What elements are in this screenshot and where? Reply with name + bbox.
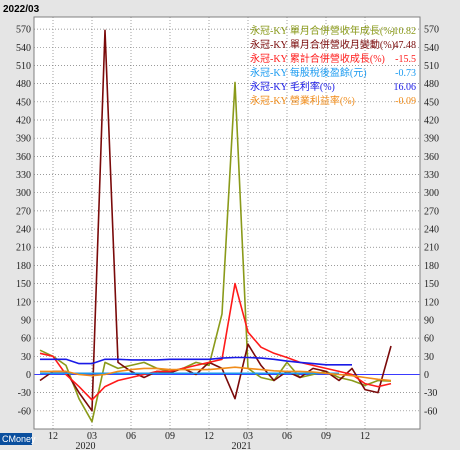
plot-frame — [33, 16, 421, 430]
y-tick-label-right: 210 — [424, 243, 439, 254]
legend-entry-name: 永冠-KY 累計合併營收成長(%) — [250, 52, 385, 65]
y-tick-label-left: 30 — [21, 352, 31, 363]
legend-entry-name: 永冠-KY 營業利益率(%) — [250, 94, 355, 107]
y-tick-label-right: 300 — [424, 188, 439, 199]
legend-entry-name: 永冠-KY 毛利率(%) — [250, 80, 335, 93]
watermark: CMoney — [2, 434, 36, 444]
y-tick-label-right: 270 — [424, 206, 439, 217]
y-tick-label-left: 480 — [16, 79, 31, 90]
date-label: 2022/03 — [3, 4, 40, 15]
y-tick-label-left: 0 — [26, 370, 31, 381]
x-tick-label: 09 — [321, 431, 331, 442]
y-tick-label-left: 540 — [16, 43, 31, 54]
series-line-3 — [39, 282, 392, 401]
y-tick-label-left: 450 — [16, 97, 31, 108]
y-tick-label-right: 90 — [424, 315, 434, 326]
y-tick-label-right: 390 — [424, 134, 439, 145]
y-tick-label-left: 240 — [16, 225, 31, 236]
x-tick-label: 03 — [243, 431, 253, 442]
y-tick-label-left: 300 — [16, 188, 31, 199]
y-tick-label-left: 510 — [16, 61, 31, 72]
y-tick-label-left: 360 — [16, 152, 31, 163]
y-tick-label-right: 240 — [424, 225, 439, 236]
y-tick-label-left: 60 — [21, 334, 31, 345]
y-tick-label-right: 450 — [424, 97, 439, 108]
y-tick-label-right: 420 — [424, 116, 439, 127]
x-year-label: 2021 — [232, 441, 252, 450]
legend-entry-name: 永冠-KY 每股稅後盈餘(元) — [250, 66, 367, 79]
y-tick-label-left: 90 — [21, 315, 31, 326]
legend-entry-value: -0.73 — [395, 68, 416, 79]
x-tick-label: 03 — [87, 431, 97, 442]
y-tick-label-left: 330 — [16, 170, 31, 181]
series-line-2 — [39, 29, 392, 412]
y-tick-label-right: 330 — [424, 170, 439, 181]
y-tick-label-right: 30 — [424, 352, 434, 363]
y-tick-label-left: 210 — [16, 243, 31, 254]
x-tick-label: 12 — [360, 431, 370, 442]
legend-entry-value: 16.06 — [394, 82, 417, 93]
y-tick-label-left: 150 — [16, 279, 31, 290]
x-axis: 12 03 06 09 12 03 06 09 12 2020 2021 — [48, 431, 370, 450]
legend-entry-name: 永冠-KY 單月合併營收年成長(%) — [250, 24, 395, 37]
legend-entry-value: -0.09 — [395, 96, 416, 107]
y-tick-label-right: 60 — [424, 334, 434, 345]
y-tick-label-left: 120 — [16, 297, 31, 308]
y-tick-label-right: 570 — [424, 25, 439, 36]
y-tick-label-right: 510 — [424, 61, 439, 72]
y-tick-label-right: -60 — [424, 406, 437, 417]
legend-entry-value: -15.5 — [395, 54, 416, 65]
y-tick-label-right: 0 — [424, 370, 429, 381]
series-lines — [39, 29, 392, 423]
y-tick-label-left: -30 — [18, 388, 31, 399]
y-tick-label-left: 420 — [16, 116, 31, 127]
legend-entry-name: 永冠-KY 單月合併營收月變動(%) — [250, 38, 395, 51]
legend-entry-value: -10.82 — [390, 26, 416, 37]
series-line-5 — [40, 356, 352, 366]
y-tick-label-right: 150 — [424, 279, 439, 290]
y-tick-label-right: 120 — [424, 297, 439, 308]
y-tick-label-right: 540 — [424, 43, 439, 54]
y-tick-label-right: -30 — [424, 388, 437, 399]
x-tick-label: 12 — [48, 431, 58, 442]
legend-entry-value: 47.48 — [394, 40, 417, 51]
series-line-6 — [40, 366, 392, 382]
left-y-axis: -60 -30 0 30 60 90 120 150 180 210 240 270 300 330 360… — [16, 25, 31, 418]
x-tick-label: 09 — [165, 431, 175, 442]
watermark-badge — [0, 433, 32, 445]
y-tick-label-left: -60 — [18, 406, 31, 417]
y-tick-label-left: 570 — [16, 25, 31, 36]
y-tick-label-right: 480 — [424, 79, 439, 90]
y-tick-label-left: 270 — [16, 206, 31, 217]
right-y-axis: -60 -30 0 30 60 90 120 150 180 210 240 270 300 330 360… — [424, 25, 439, 418]
y-tick-label-left: 390 — [16, 134, 31, 145]
y-tick-label-right: 360 — [424, 152, 439, 163]
y-tick-label-left: 180 — [16, 261, 31, 272]
x-tick-label: 12 — [204, 431, 214, 442]
x-tick-label: 06 — [282, 431, 292, 442]
y-tick-label-right: 180 — [424, 261, 439, 272]
x-year-label: 2020 — [76, 441, 96, 450]
x-tick-label: 06 — [126, 431, 136, 442]
